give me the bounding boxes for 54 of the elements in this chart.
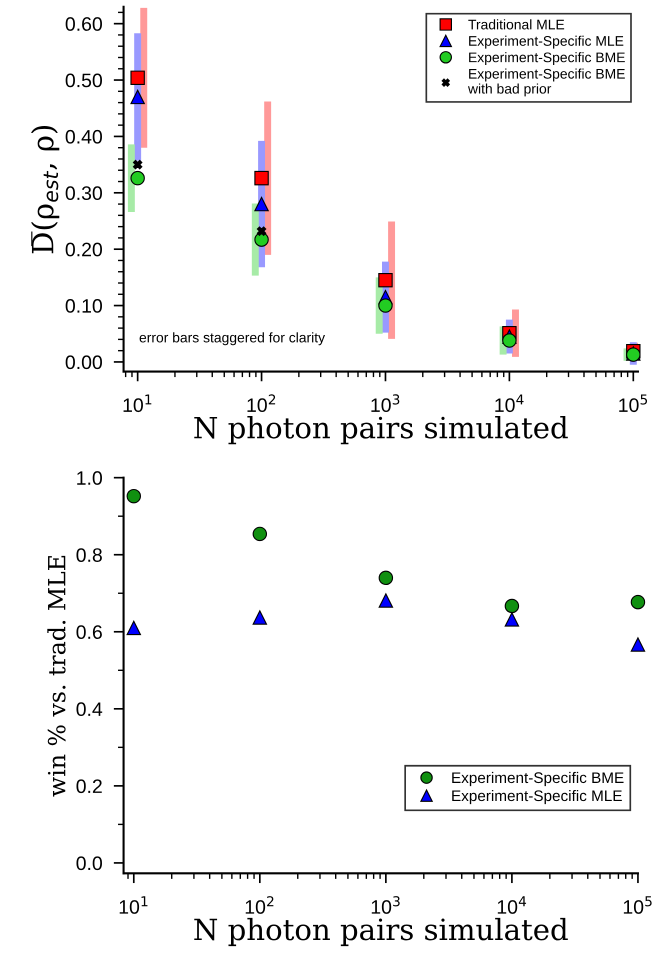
point — [126, 620, 141, 636]
legend-label: Experiment-Specific MLE — [469, 36, 624, 49]
point — [378, 298, 393, 313]
point — [126, 488, 141, 504]
point — [630, 594, 646, 610]
legend-label: Experiment-Specific BME — [452, 772, 624, 786]
point — [502, 333, 517, 348]
x-tick-label: 10$^{1}$ — [120, 896, 148, 914]
y-tick-label: 0.40 — [66, 130, 102, 144]
point — [504, 598, 520, 614]
point — [254, 170, 269, 186]
y-tick-label: 0.8 — [76, 548, 102, 562]
y-tick-label: 0.4 — [76, 702, 102, 716]
x-axis-title: N photon pairs simulated — [194, 416, 568, 444]
point — [252, 526, 268, 542]
point — [132, 160, 142, 170]
x-tick-label: 10$^{3}$ — [371, 394, 400, 412]
point — [130, 70, 145, 86]
y-tick-label: 1.0 — [77, 471, 102, 485]
y-tick-label: 0.0 — [76, 856, 102, 870]
point — [378, 272, 393, 288]
point — [378, 570, 394, 586]
y-tick-label: 0.60 — [66, 17, 102, 31]
y-tick-label: 0.00 — [66, 355, 102, 370]
point — [630, 637, 646, 652]
x-tick-label: 10$^{3}$ — [372, 896, 400, 914]
y-tick-label: 0.10 — [66, 299, 102, 313]
x-tick-label: 10$^{2}$ — [247, 394, 276, 412]
point — [254, 196, 269, 212]
point — [130, 170, 145, 186]
y-tick-label: 0.30 — [66, 186, 102, 200]
legend-label: Experiment-Specific MLE — [452, 790, 622, 804]
x-tick-label: 10$^{1}$ — [124, 394, 152, 412]
x-tick-label: 10$^{5}$ — [619, 394, 648, 412]
point — [252, 610, 268, 625]
point — [378, 593, 394, 608]
x-axis-title: N photon pairs simulated — [194, 918, 568, 946]
y-axis-title: D̅(ρ$_{est}$, ρ) — [31, 126, 60, 254]
x-tick-label: 10$^{2}$ — [246, 896, 274, 914]
y-tick-label: 0.50 — [66, 74, 102, 88]
x-tick-label: 10$^{4}$ — [495, 394, 524, 412]
y-tick-label: 0.2 — [76, 779, 102, 794]
point — [256, 226, 266, 236]
point — [130, 90, 145, 104]
x-tick-label: 10$^{4}$ — [498, 896, 526, 914]
point — [504, 612, 520, 627]
y-axis-title: win % vs. trad. MLE — [47, 556, 66, 797]
y-tick-label: 0.20 — [66, 242, 102, 256]
legend-label: Experiment-Specific BME with bad prior — [468, 68, 625, 96]
legend-label: Traditional MLE — [468, 19, 564, 30]
y-tick-label: 0.6 — [76, 625, 102, 640]
x-tick-label: 10$^{5}$ — [624, 896, 652, 914]
annotation: error bars staggered for clarity — [140, 332, 326, 346]
legend-label: Experiment-Specific BME — [469, 52, 625, 66]
